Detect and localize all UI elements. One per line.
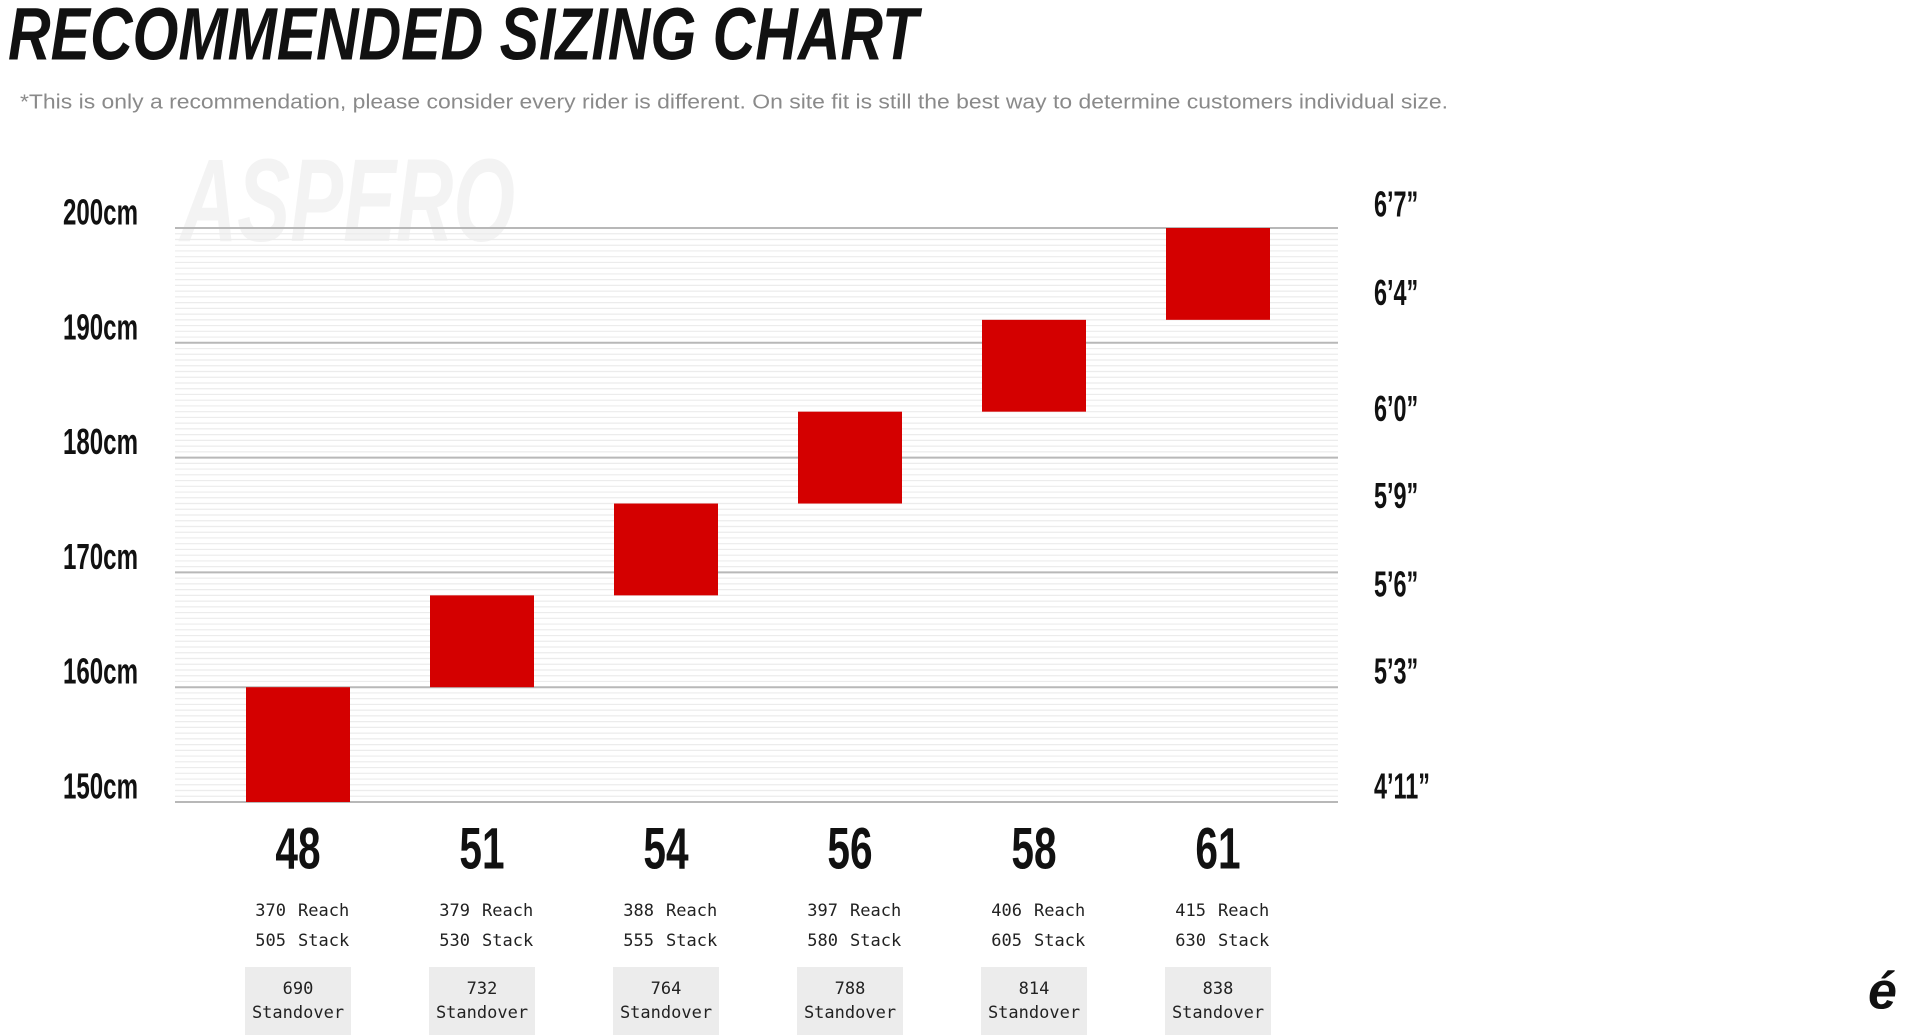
reach-label: Reach <box>666 901 717 921</box>
size-label: 61 <box>1195 816 1240 881</box>
stack-value: 605 <box>991 931 1022 951</box>
standover-value: 690 <box>283 979 314 999</box>
bar <box>982 319 1086 412</box>
stack-label: Stack <box>1218 931 1269 951</box>
reach-value: 397 <box>807 901 838 921</box>
bar <box>430 595 534 688</box>
standover-box <box>981 967 1087 1035</box>
chart-subtitle: *This is only a recommendation, please c… <box>20 91 1448 113</box>
size-label: 51 <box>459 816 504 881</box>
reach-label: Reach <box>482 901 533 921</box>
size-label: 48 <box>275 816 320 881</box>
y2-tick-label: 5’3” <box>1374 653 1418 692</box>
bar <box>614 503 718 596</box>
standover-value: 732 <box>467 979 498 999</box>
chart-title: RECOMMENDED SIZING CHART <box>8 0 923 76</box>
reach-value: 388 <box>623 901 654 921</box>
stack-value: 630 <box>1175 931 1206 951</box>
standover-box <box>245 967 351 1035</box>
y2-tick-label: 6’7” <box>1374 186 1418 225</box>
standover-box <box>1165 967 1271 1035</box>
bar <box>1166 228 1270 320</box>
reach-value: 406 <box>991 901 1022 921</box>
size-label: 56 <box>827 816 872 881</box>
watermark: ASPERO <box>178 135 515 267</box>
y2-tick-label: 6’4” <box>1374 274 1418 313</box>
y2-tick-label: 5’6” <box>1374 566 1418 605</box>
standover-value: 814 <box>1019 979 1050 999</box>
size-label: 54 <box>643 816 688 881</box>
stack-label: Stack <box>850 931 901 951</box>
standover-label: Standover <box>436 1003 528 1023</box>
y-tick-label: 160cm <box>63 651 138 692</box>
standover-value: 764 <box>651 979 682 999</box>
stack-label: Stack <box>1034 931 1085 951</box>
reach-value: 370 <box>255 901 286 921</box>
standover-label: Standover <box>252 1003 344 1023</box>
stack-value: 580 <box>807 931 838 951</box>
standover-box <box>613 967 719 1035</box>
y2-tick-label: 4’11” <box>1374 768 1430 807</box>
y-tick-label: 180cm <box>63 421 138 462</box>
size-label: 58 <box>1011 816 1056 881</box>
y-tick-label: 200cm <box>63 192 138 233</box>
standover-label: Standover <box>804 1003 896 1023</box>
y-tick-label: 190cm <box>63 306 138 347</box>
standover-label: Standover <box>1172 1003 1264 1023</box>
reach-label: Reach <box>298 901 349 921</box>
reach-label: Reach <box>1218 901 1269 921</box>
standover-value: 788 <box>835 979 866 999</box>
stack-value: 530 <box>439 931 470 951</box>
reach-label: Reach <box>850 901 901 921</box>
logo: é <box>1868 963 1897 1021</box>
standover-box <box>429 967 535 1035</box>
bar <box>246 687 350 802</box>
y-tick-label: 170cm <box>63 536 138 577</box>
stack-label: Stack <box>298 931 349 951</box>
standover-label: Standover <box>988 1003 1080 1023</box>
standover-value: 838 <box>1203 979 1234 999</box>
reach-value: 415 <box>1175 901 1206 921</box>
y2-tick-label: 6’0” <box>1374 390 1418 429</box>
standover-box <box>797 967 903 1035</box>
reach-label: Reach <box>1034 901 1085 921</box>
y-tick-label: 150cm <box>63 766 138 807</box>
stack-value: 555 <box>623 931 654 951</box>
y2-tick-label: 5’9” <box>1374 477 1418 516</box>
bar <box>798 411 902 504</box>
standover-label: Standover <box>620 1003 712 1023</box>
reach-value: 379 <box>439 901 470 921</box>
stack-label: Stack <box>482 931 533 951</box>
stack-value: 505 <box>255 931 286 951</box>
stack-label: Stack <box>666 931 717 951</box>
